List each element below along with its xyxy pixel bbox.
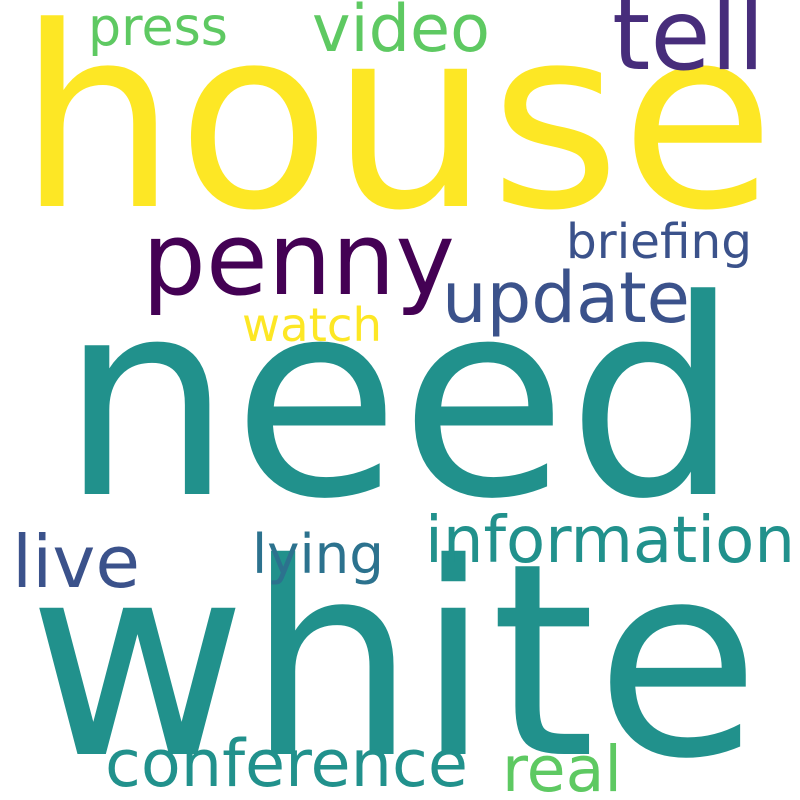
word-update: update [442, 256, 690, 339]
word-tell: tell [612, 0, 765, 94]
word-white: white [28, 507, 760, 800]
word-press: press [88, 0, 228, 58]
word-briefing: briefing [566, 213, 752, 270]
word-need: need [60, 241, 740, 559]
word-live: live [12, 520, 140, 605]
word-information: information [425, 503, 795, 578]
word-house: house [18, 0, 775, 267]
word-conference: conference [105, 726, 468, 800]
word-video: video [312, 0, 490, 68]
word-watch: watch [242, 297, 382, 352]
word-real: real [502, 732, 622, 800]
word-lying: lying [252, 522, 384, 587]
word-penny: penny [142, 200, 455, 318]
